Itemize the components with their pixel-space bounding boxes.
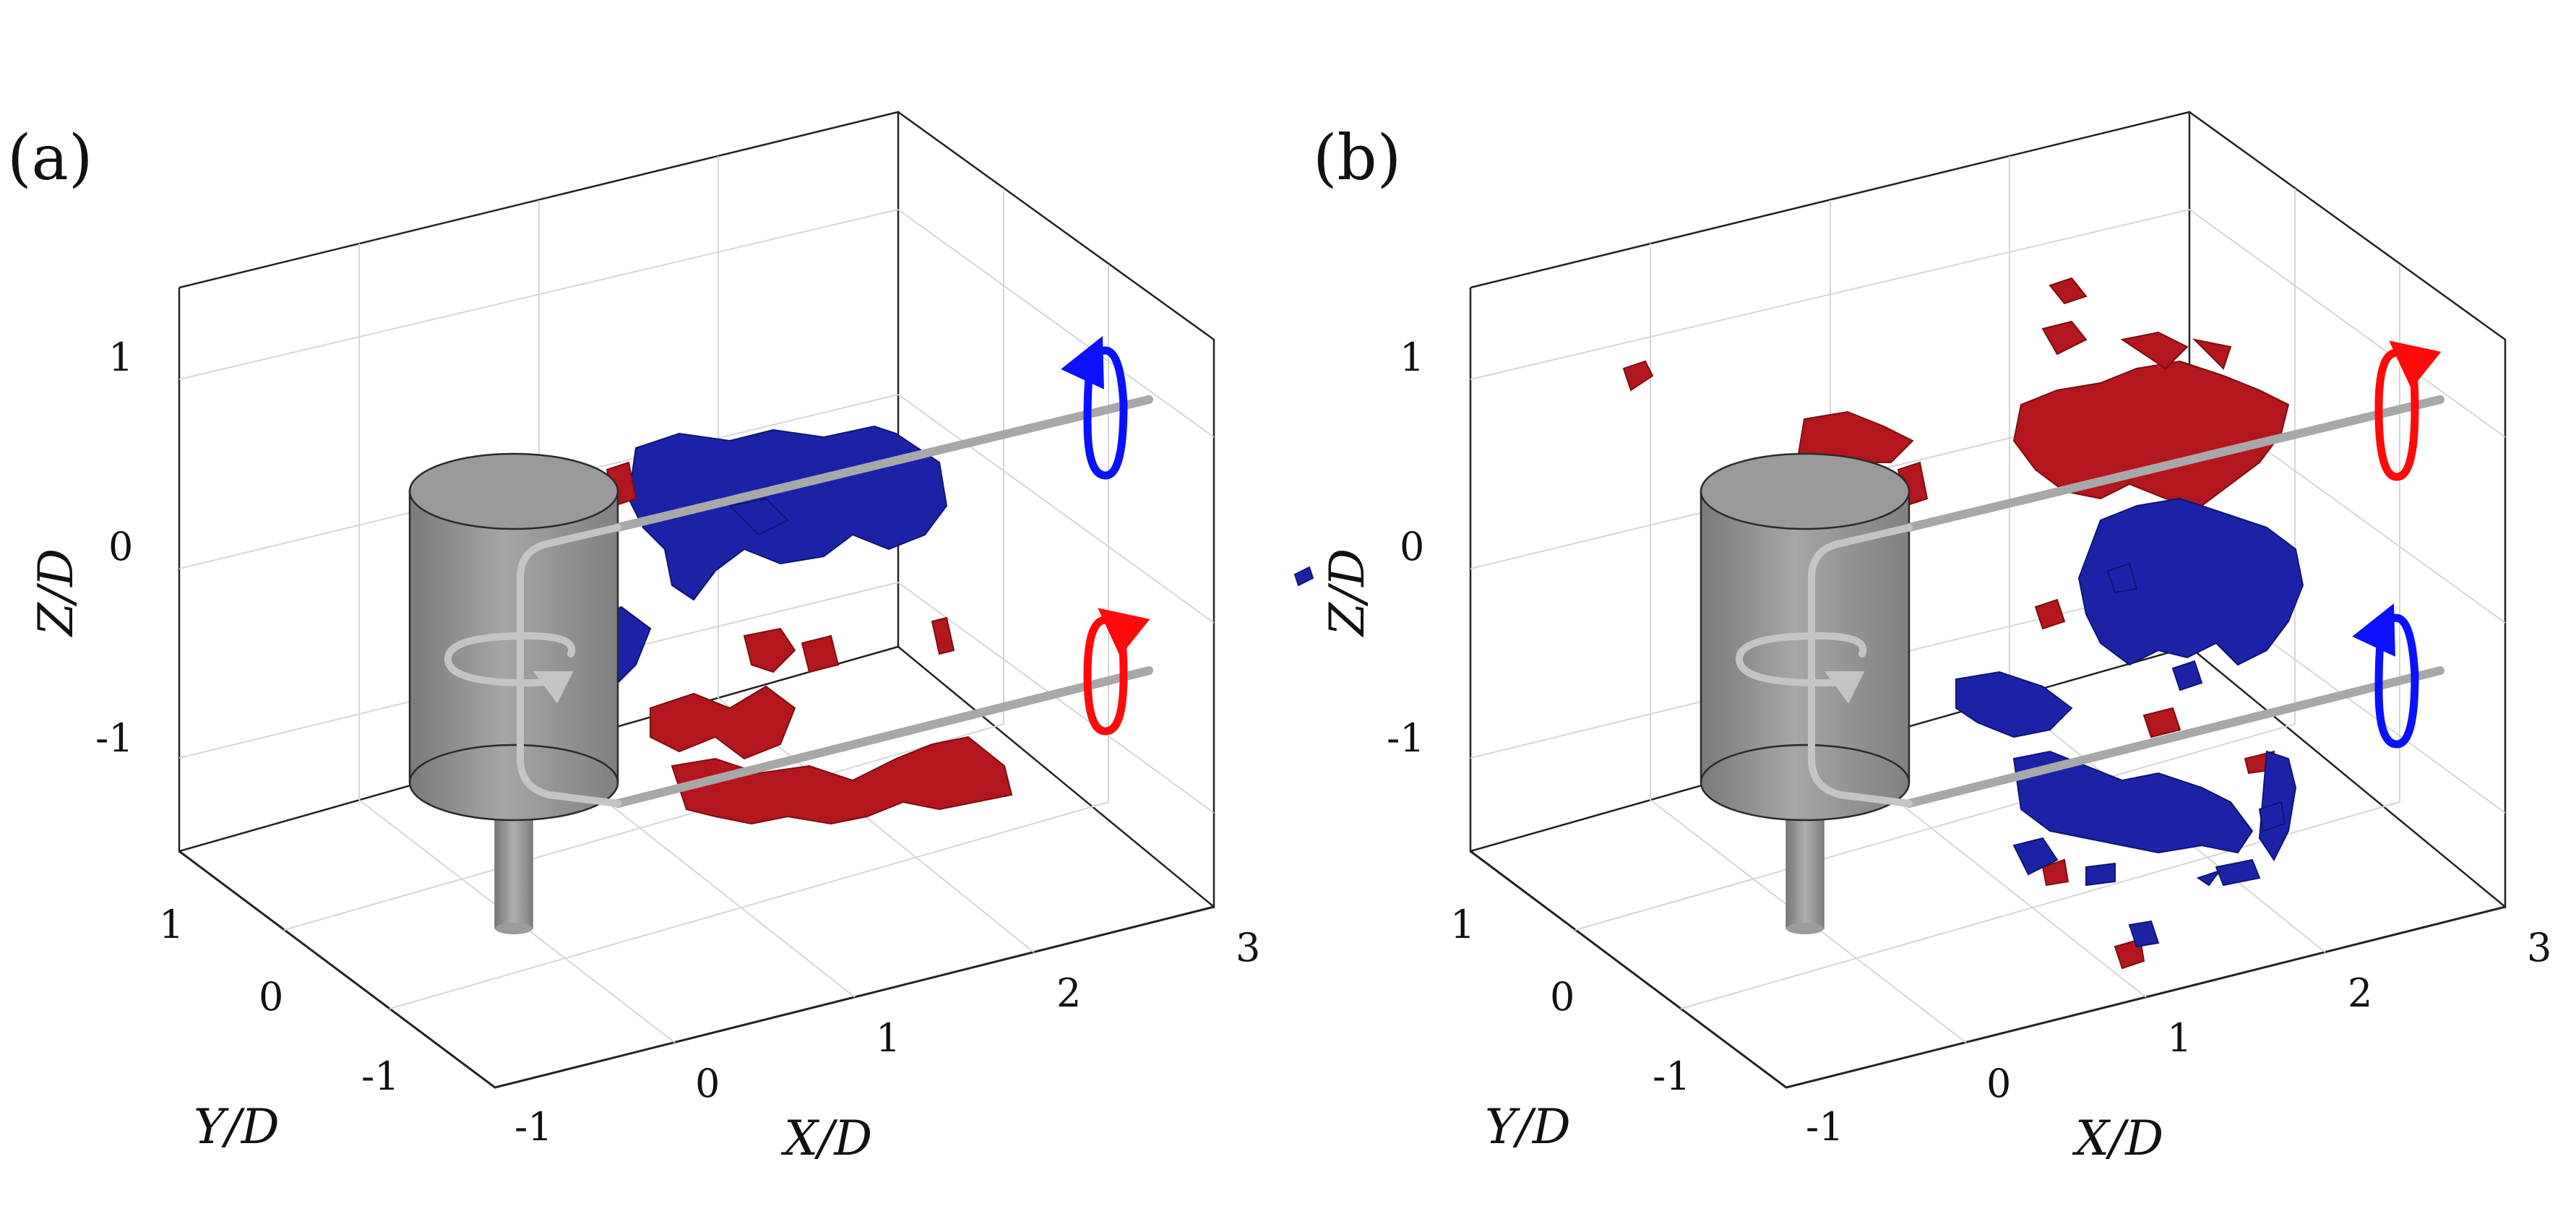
axes-box-a bbox=[178, 111, 1215, 1089]
x-tick-label: 2 bbox=[2348, 970, 2372, 1016]
grid-a bbox=[178, 156, 1215, 1043]
panel-label-a: (a) bbox=[7, 122, 92, 194]
x-tick-label: 2 bbox=[1056, 970, 1081, 1016]
x-ticks-a: -1 0 1 2 3 bbox=[514, 925, 1260, 1150]
grid-b bbox=[1470, 156, 2506, 1043]
cylinder-a bbox=[408, 452, 619, 934]
x-tick-label: 1 bbox=[876, 1015, 900, 1061]
x-tick-label: -1 bbox=[514, 1104, 553, 1150]
panel-b: (b) bbox=[1293, 111, 2551, 1166]
x-tick-label: 1 bbox=[2167, 1015, 2192, 1061]
z-tick-label: 1 bbox=[108, 335, 133, 380]
panel-a: (a) bbox=[7, 111, 1260, 1166]
z-ticks-a: 1 0 -1 bbox=[95, 335, 134, 761]
rotation-indicators-b bbox=[2352, 340, 2442, 749]
x-tick-label: 3 bbox=[2527, 925, 2551, 970]
vortex-skeleton-b bbox=[1735, 395, 2444, 808]
y-tick-label: 1 bbox=[159, 902, 184, 947]
x-tick-label: 3 bbox=[1236, 925, 1260, 970]
y-tick-label: 0 bbox=[1550, 974, 1575, 1020]
rotation-indicators-a bbox=[1061, 336, 1150, 736]
rotation-arrow-lower-a bbox=[1083, 608, 1150, 736]
z-tick-label: 0 bbox=[108, 524, 133, 569]
z-tick-label: -1 bbox=[95, 715, 134, 761]
z-ticks-b: 1 0 -1 bbox=[1387, 335, 1425, 761]
vortex-skeleton-a bbox=[444, 395, 1153, 808]
x-ticks-b: -1 0 1 2 3 bbox=[1806, 925, 2551, 1150]
panel-label-b: (b) bbox=[1313, 122, 1401, 194]
rotation-arrow-upper-b bbox=[2374, 340, 2442, 481]
x-axis-label-a: X/D bbox=[780, 1111, 872, 1166]
z-tick-label: 0 bbox=[1400, 524, 1424, 569]
z-tick-label: -1 bbox=[1387, 715, 1425, 761]
rotation-arrow-upper-a bbox=[1061, 336, 1128, 480]
y-axis-label-a: Y/D bbox=[194, 1099, 280, 1155]
rotation-arrow-lower-b bbox=[2352, 603, 2419, 749]
z-tick-label: 1 bbox=[1400, 335, 1424, 380]
y-ticks-b: 1 0 -1 bbox=[1450, 902, 1691, 1099]
z-axis-label-a: Z/D bbox=[28, 548, 84, 637]
vorticity-blobs-b bbox=[1293, 277, 2304, 970]
cylinder-b bbox=[1700, 452, 1911, 934]
y-ticks-a: 1 0 -1 bbox=[159, 902, 400, 1099]
y-tick-label: -1 bbox=[361, 1054, 400, 1099]
axes-box-b bbox=[1469, 111, 2507, 1089]
x-tick-label: 0 bbox=[1986, 1061, 2011, 1106]
z-axis-label-b: Z/D bbox=[1319, 548, 1375, 637]
x-axis-label-b: X/D bbox=[2072, 1111, 2163, 1166]
x-tick-label: 0 bbox=[695, 1061, 720, 1106]
y-tick-label: -1 bbox=[1653, 1054, 1691, 1099]
y-tick-label: 1 bbox=[1450, 902, 1475, 947]
y-tick-label: 0 bbox=[259, 974, 283, 1020]
x-tick-label: -1 bbox=[1806, 1104, 1844, 1150]
y-axis-label-b: Y/D bbox=[1485, 1099, 1571, 1155]
